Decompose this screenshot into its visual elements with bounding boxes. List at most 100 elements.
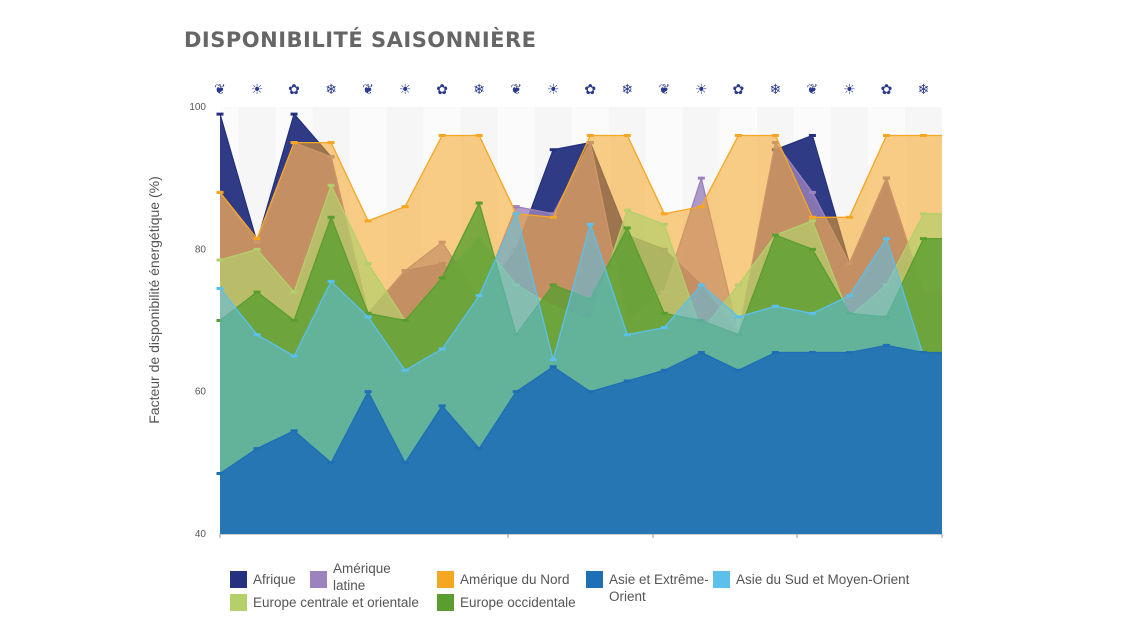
data-point[interactable] [808,219,816,223]
data-point[interactable] [401,368,409,372]
data-point[interactable] [475,133,483,137]
data-point[interactable] [808,215,816,219]
data-point[interactable] [290,290,298,294]
data-point[interactable] [697,205,705,209]
data-point[interactable] [919,351,927,355]
data-point[interactable] [808,190,816,194]
legend-item-afrique[interactable]: Afrique [230,560,296,588]
data-point[interactable] [660,222,668,226]
data-point[interactable] [771,351,779,355]
legend-item-europe-occidentale[interactable]: Europe occidentale [437,583,576,611]
data-point[interactable] [882,343,890,347]
data-point[interactable] [216,286,224,290]
data-point[interactable] [845,215,853,219]
data-point[interactable] [290,429,298,433]
legend-item-europe-centrale[interactable]: Europe centrale et orientale [230,583,419,611]
data-point[interactable] [253,237,261,241]
data-point[interactable] [919,133,927,137]
data-point[interactable] [549,365,557,369]
legend-item-asie-extreme-orient[interactable]: Asie et Extrême-Orient [586,560,716,605]
data-point[interactable] [290,112,298,116]
data-point[interactable] [401,319,409,322]
data-point[interactable] [253,247,261,251]
data-point[interactable] [549,358,557,362]
data-point[interactable] [623,133,631,137]
data-point[interactable] [660,212,668,216]
data-point[interactable] [623,208,631,212]
data-point[interactable] [697,351,705,355]
data-point[interactable] [253,333,261,337]
data-point[interactable] [808,133,816,137]
data-point[interactable] [438,133,446,137]
data-point[interactable] [919,212,927,216]
data-point[interactable] [697,176,705,180]
data-point[interactable] [734,133,742,137]
data-point[interactable] [808,311,816,315]
data-point[interactable] [845,351,853,355]
data-point[interactable] [216,112,224,116]
flower-icon: ✿ [881,82,893,98]
data-point[interactable] [216,472,224,476]
data-point[interactable] [549,215,557,219]
data-point[interactable] [549,148,557,152]
data-point[interactable] [660,311,668,315]
data-point[interactable] [586,390,594,394]
data-point[interactable] [771,233,779,237]
data-point[interactable] [845,294,853,298]
data-point[interactable] [586,133,594,137]
data-point[interactable] [660,368,668,372]
data-point[interactable] [216,190,224,194]
data-point[interactable] [771,133,779,137]
data-point[interactable] [586,222,594,226]
data-point[interactable] [401,205,409,209]
data-point[interactable] [327,461,335,465]
data-point[interactable] [216,258,224,262]
data-point[interactable] [364,315,372,319]
data-point[interactable] [549,283,557,287]
data-point[interactable] [882,237,890,241]
data-point[interactable] [734,368,742,372]
flower-icon: ✿ [732,82,744,98]
data-point[interactable] [623,379,631,383]
data-point[interactable] [290,141,298,145]
data-point[interactable] [475,201,483,205]
data-point[interactable] [438,276,446,280]
data-point[interactable] [512,212,520,216]
data-point[interactable] [401,461,409,465]
data-point[interactable] [327,141,335,145]
data-point[interactable] [512,390,520,394]
data-point[interactable] [660,326,668,330]
data-point[interactable] [290,354,298,358]
data-point[interactable] [623,226,631,230]
data-point[interactable] [808,247,816,251]
data-point[interactable] [438,347,446,351]
data-point[interactable] [364,219,372,223]
data-point[interactable] [623,333,631,337]
sun-icon: ☀ [251,82,264,98]
data-point[interactable] [364,311,372,315]
data-point[interactable] [734,315,742,319]
legend-item-asie-sud[interactable]: Asie du Sud et Moyen-Orient [713,560,909,588]
legend-item-amerique-nord[interactable]: Amérique du Nord [437,560,570,588]
data-point[interactable] [253,290,261,294]
data-point[interactable] [253,447,261,451]
legend-swatch-asie-sud [713,571,730,588]
data-point[interactable] [771,304,779,308]
data-point[interactable] [734,283,742,287]
data-point[interactable] [475,294,483,298]
data-point[interactable] [512,205,520,209]
data-point[interactable] [327,215,335,219]
data-point[interactable] [808,351,816,355]
data-point[interactable] [327,279,335,283]
data-point[interactable] [327,183,335,187]
data-point[interactable] [549,212,557,216]
data-point[interactable] [364,262,372,266]
data-point[interactable] [438,404,446,408]
data-point[interactable] [290,319,298,322]
data-point[interactable] [919,237,927,241]
legend-item-amerique-latine[interactable]: Amérique latine [310,560,400,594]
data-point[interactable] [364,390,372,394]
data-point[interactable] [882,133,890,137]
data-point[interactable] [697,283,705,287]
data-point[interactable] [475,447,483,451]
